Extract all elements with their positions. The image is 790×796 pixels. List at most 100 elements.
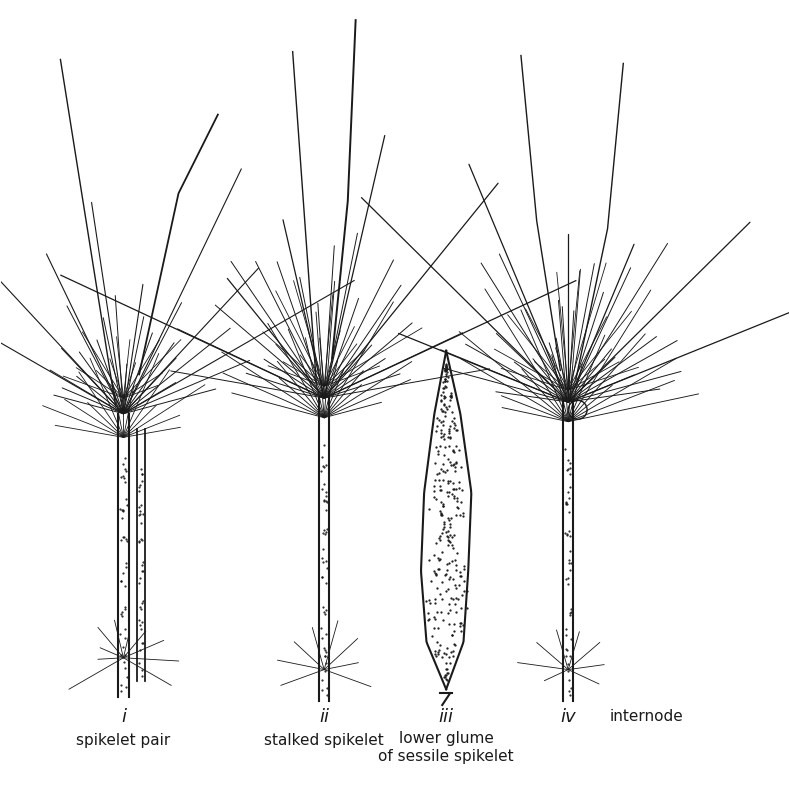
Point (425, 575, 438, 587)
Point (434, 484, 446, 497)
Point (440, 585, 453, 598)
Point (434, 534, 446, 547)
Point (135, 597, 148, 610)
Point (136, 474, 149, 487)
Point (439, 440, 452, 453)
Point (458, 560, 471, 572)
Point (319, 458, 332, 471)
Point (133, 576, 145, 589)
Point (562, 462, 574, 475)
Point (442, 431, 454, 443)
Point (429, 644, 442, 657)
Point (455, 602, 468, 615)
Point (449, 639, 461, 652)
Point (440, 374, 453, 387)
Point (435, 593, 448, 606)
Point (563, 689, 576, 701)
Point (455, 624, 468, 637)
Text: iii: iii (438, 708, 453, 726)
Point (447, 444, 460, 457)
Point (117, 470, 130, 482)
Point (117, 458, 130, 470)
Point (461, 584, 474, 597)
Point (437, 523, 450, 536)
Point (565, 633, 577, 646)
Point (449, 465, 461, 478)
Point (442, 598, 455, 611)
Point (444, 521, 457, 533)
Point (427, 564, 440, 577)
Point (448, 412, 461, 424)
Point (559, 498, 572, 510)
Point (437, 614, 450, 626)
Point (442, 474, 455, 487)
Point (440, 463, 453, 476)
Point (562, 486, 574, 498)
Point (447, 592, 460, 605)
Point (315, 451, 328, 463)
Point (453, 482, 465, 494)
Point (318, 524, 331, 537)
Point (442, 477, 455, 490)
Point (134, 618, 146, 631)
Point (452, 501, 465, 514)
Point (454, 509, 467, 521)
Point (434, 638, 446, 651)
Point (435, 527, 448, 540)
Point (436, 474, 449, 486)
Point (430, 569, 442, 582)
Point (319, 607, 332, 620)
Point (135, 468, 148, 481)
Text: internode: internode (610, 709, 684, 724)
Point (564, 462, 577, 474)
Point (435, 509, 448, 521)
Point (456, 484, 468, 497)
Point (116, 512, 129, 525)
Point (137, 595, 149, 607)
Point (563, 492, 576, 505)
Point (446, 530, 458, 543)
Point (445, 512, 457, 525)
Point (435, 404, 448, 417)
Point (433, 562, 446, 575)
Point (442, 427, 455, 439)
Point (428, 548, 441, 561)
Point (431, 606, 444, 618)
Point (438, 568, 451, 581)
Point (444, 458, 457, 471)
Point (438, 375, 451, 388)
Point (119, 601, 132, 614)
Point (440, 357, 453, 370)
Point (440, 363, 453, 376)
Point (559, 526, 572, 539)
Point (435, 416, 448, 429)
Point (319, 604, 332, 617)
Text: stalked spikelet: stalked spikelet (265, 733, 384, 748)
Point (438, 398, 450, 411)
Point (456, 588, 468, 601)
Point (431, 468, 443, 481)
Point (436, 545, 449, 558)
Point (442, 557, 455, 570)
Point (118, 622, 131, 635)
Point (448, 638, 461, 650)
Point (560, 642, 573, 655)
Point (119, 681, 132, 693)
Point (447, 625, 460, 638)
Point (118, 462, 131, 475)
Point (429, 613, 442, 626)
Point (317, 556, 329, 568)
Point (321, 523, 333, 536)
Point (136, 559, 149, 572)
Point (449, 598, 461, 611)
Point (437, 499, 450, 512)
Point (428, 611, 441, 624)
Point (114, 628, 126, 641)
Point (445, 388, 457, 401)
Point (133, 500, 145, 513)
Point (319, 664, 332, 677)
Point (320, 555, 333, 568)
Point (438, 428, 450, 441)
Point (119, 560, 132, 573)
Point (450, 564, 463, 576)
